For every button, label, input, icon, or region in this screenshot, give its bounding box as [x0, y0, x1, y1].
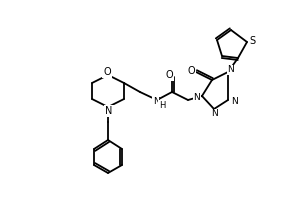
Text: O: O [165, 70, 173, 80]
Text: N: N [228, 66, 234, 74]
Text: N: N [105, 106, 113, 116]
Text: S: S [249, 36, 255, 46]
Text: N: N [194, 92, 200, 102]
Text: N: N [231, 97, 237, 106]
Text: H: H [159, 100, 165, 110]
Text: N: N [212, 110, 218, 118]
Text: O: O [103, 67, 111, 77]
Text: O: O [187, 66, 195, 76]
Text: N: N [153, 97, 159, 106]
